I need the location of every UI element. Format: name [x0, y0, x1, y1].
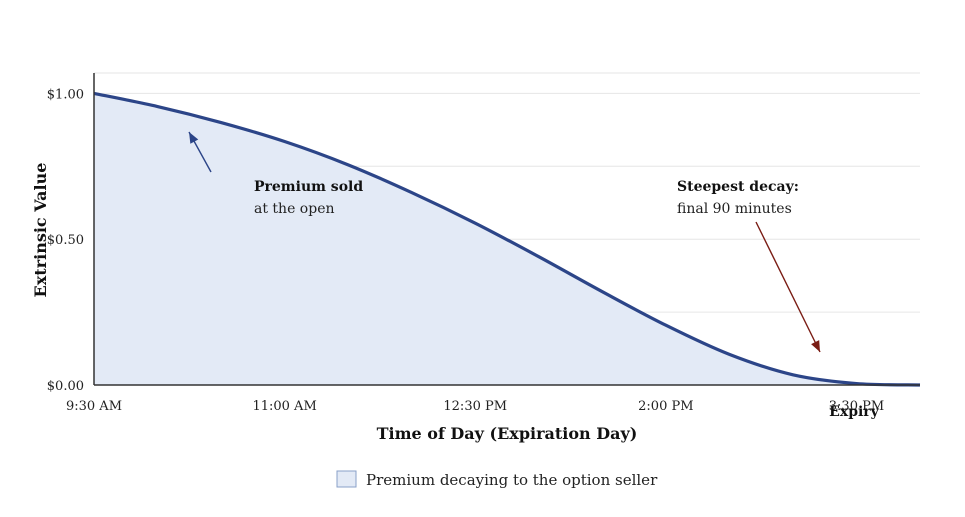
x-tick-label: 11:00 AM — [252, 399, 316, 414]
annotation-open-text: at the open — [254, 201, 335, 217]
annotation-arrowhead-open — [189, 132, 199, 144]
annotation-decay-title: Steepest decay: — [677, 179, 799, 195]
x-tick-label: 9:30 AM — [66, 399, 122, 414]
annotation-expiry: Expiry — [829, 404, 880, 420]
annotation-arrowhead-decay — [811, 340, 820, 352]
y-tick-labels: $0.00 $0.50 $1.00 — [47, 87, 84, 394]
x-tick-label: 12:30 PM — [443, 399, 507, 414]
annotation-arrow-decay — [755, 221, 821, 353]
axes — [93, 73, 920, 386]
legend-label: Premium decaying to the option seller — [366, 471, 658, 489]
y-tick-label: $0.50 — [47, 233, 84, 248]
x-tick-labels: 9:30 AM 11:00 AM 12:30 PM 2:00 PM 3:30 PM — [66, 399, 884, 414]
y-tick-label: $1.00 — [47, 87, 84, 102]
annotation-open-title: Premium sold — [254, 179, 363, 195]
legend-swatch — [336, 470, 357, 488]
x-tick-label: 2:00 PM — [638, 399, 693, 414]
y-axis-title: Extrinsic Value — [31, 163, 50, 298]
x-axis-title: Time of Day (Expiration Day) — [377, 424, 638, 443]
series-line — [93, 91, 921, 387]
y-tick-label: $0.00 — [47, 379, 84, 394]
annotation-decay-text: final 90 minutes — [677, 201, 792, 217]
area-fill — [94, 93, 920, 385]
x-tick-label: 3:30 PM — [829, 399, 884, 414]
